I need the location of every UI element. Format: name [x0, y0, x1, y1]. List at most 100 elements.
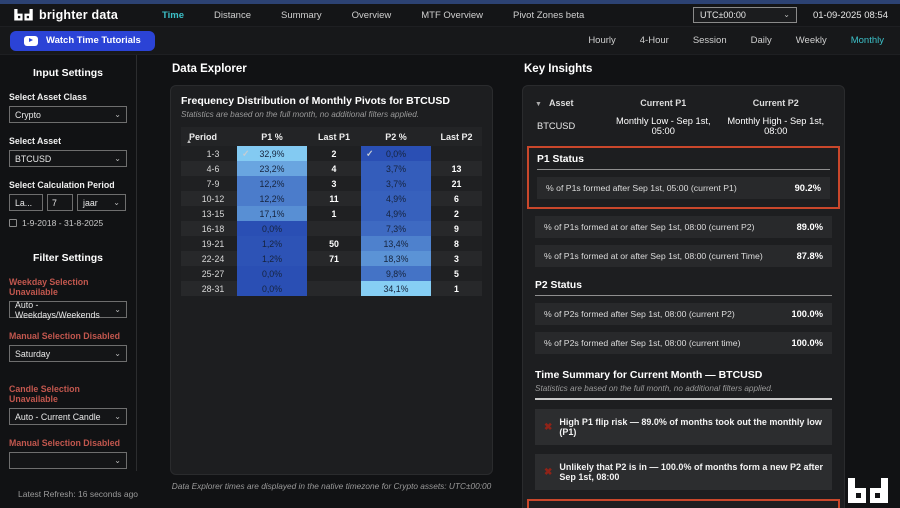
manual-candle-select[interactable]: ⌄	[9, 452, 127, 469]
period-cell: 25-27	[201, 268, 225, 279]
p1-stat-row: % of P1s formed after Sep 1st, 05:00 (cu…	[537, 177, 830, 199]
p2-status-title: P2 Status	[535, 280, 832, 296]
column-header-last-p1[interactable]: Last P1	[307, 127, 361, 146]
p2-pct-cell: 34,1%	[361, 281, 431, 296]
last-p1-cell	[307, 221, 361, 236]
calc-mode-select[interactable]: La...	[9, 194, 43, 211]
table-row[interactable]: 25-27 0,0% 9,8% 5	[181, 266, 482, 281]
last-p2-cell: 6	[454, 193, 459, 204]
watch-tutorials-button[interactable]: Watch Time Tutorials	[10, 30, 155, 51]
calendar-checkbox-icon[interactable]	[9, 219, 17, 227]
nav-item-time[interactable]: Time	[162, 9, 185, 21]
timeframe-tab-daily[interactable]: Daily	[750, 35, 772, 46]
insights-table-header: ▼ Asset Current P1 Current P2	[535, 98, 832, 108]
table-row[interactable]: 10-12 12,2% 11 4,9% 6	[181, 191, 482, 206]
app-header: brighter data Time Distance Summary Overvie…	[0, 4, 900, 27]
column-header-p1-pct[interactable]: P1 %	[237, 127, 307, 146]
last-p1-cell	[307, 266, 361, 281]
column-header-p2-pct[interactable]: P2 %	[361, 127, 431, 146]
insight-text: Unlikely that P2 is in — 100.0% of month…	[559, 462, 823, 482]
nav-item-summary[interactable]: Summary	[280, 9, 322, 21]
brand-logo[interactable]: brighter data	[14, 8, 118, 22]
timeframe-tab-monthly[interactable]: Monthly	[850, 35, 884, 46]
asset-select[interactable]: BTCUSD ⌄	[9, 150, 127, 167]
last-p1-cell: 3	[331, 178, 337, 189]
chevron-down-icon: ⌄	[783, 10, 790, 19]
asset-class-select[interactable]: Crypto ⌄	[9, 106, 127, 123]
timeframe-tab-session[interactable]: Session	[692, 35, 727, 46]
stat-value: 100.0%	[791, 309, 823, 319]
table-row[interactable]: 28-31 0,0% 34,1% 1	[181, 281, 482, 296]
table-row[interactable]: 19-21 1,2% 50 13,4% 8	[181, 236, 482, 251]
last-p2-cell: 9	[454, 223, 459, 234]
p1-pct-cell: 0,0%	[237, 281, 307, 296]
table-row[interactable]: 1-3 32,9% ✓ 2 0,0% ✓	[181, 146, 482, 161]
table-row[interactable]: 7-9 12,2% 3 3,7% 21	[181, 176, 482, 191]
p1-pct-cell: 0,0%	[237, 266, 307, 281]
calc-unit-select[interactable]: jaar ⌄	[77, 194, 126, 211]
column-header-period[interactable]: Period ▲	[181, 127, 237, 146]
nav-item-distance[interactable]: Distance	[214, 9, 251, 21]
current-p2-cell: Monthly High - Sep 1st, 08:00	[727, 116, 825, 136]
bd-logo-icon	[14, 9, 33, 21]
timeframe-tab-4-hour[interactable]: 4-Hour	[639, 35, 669, 46]
table-row[interactable]: 4-6 23,2% 4 3,7% 13	[181, 161, 482, 176]
period-cell: 4-6	[206, 163, 220, 174]
p1-pct-cell: 0,0%	[237, 221, 307, 236]
nav-item-overview[interactable]: Overview	[351, 9, 392, 21]
table-row[interactable]: 22-24 1,2% 71 18,3% 3	[181, 251, 482, 266]
calc-number-input[interactable]	[47, 194, 73, 211]
period-cell: 1-3	[206, 148, 220, 159]
chevron-down-icon: ⌄	[114, 304, 121, 314]
insight-text: High P1 flip risk — 89.0% of months took…	[559, 417, 822, 437]
last-p1-cell: 2	[331, 148, 337, 159]
timezone-select[interactable]: UTC±00:00 ⌄	[692, 7, 797, 23]
last-p1-cell: 1	[331, 208, 337, 219]
period-cell: 19-21	[201, 238, 225, 249]
last-p1-cell: 4	[331, 163, 337, 174]
table-row[interactable]: 13-15 17,1% 1 4,9% 2	[181, 206, 482, 221]
data-explorer-region: Data Explorer Frequency Distribution of …	[170, 56, 493, 491]
insights-table-row[interactable]: BTCUSD Monthly Low - Sep 1st, 05:00 Mont…	[535, 116, 832, 136]
timeframe-tab-weekly[interactable]: Weekly	[795, 35, 827, 46]
table-row[interactable]: 16-18 0,0% 7,3% 9	[181, 221, 482, 236]
last-p2-cell: 3	[454, 253, 459, 264]
weekday-selection-select[interactable]: Auto - Weekdays/Weekends ⌄	[9, 300, 127, 320]
p2-pct-cell: 9,8%	[361, 266, 431, 281]
main-nav: Time Distance Summary Overview MTF Overview P…	[162, 10, 584, 21]
last-p1-cell	[307, 281, 361, 296]
column-header-current-p1[interactable]: Current P1	[640, 98, 687, 108]
panel-title: Frequency Distribution of Monthly Pivots…	[181, 95, 450, 107]
check-icon: ✓	[242, 148, 250, 158]
timeframe-tabs: Hourly 4-Hour Session Daily Weekly Monthly	[588, 35, 884, 46]
calc-mode-value: La...	[15, 197, 33, 208]
nav-item-mtf-overview[interactable]: MTF Overview	[421, 9, 483, 21]
candle-selection-select[interactable]: Auto - Current Candle ⌄	[9, 408, 127, 425]
frequency-table: Period ▲ P1 % Last P1 P2 % Last P2 1-3 32…	[181, 127, 482, 296]
asset-cell: BTCUSD	[537, 121, 576, 131]
manual-weekday-select[interactable]: Saturday ⌄	[9, 345, 127, 362]
p1-pct-cell: 12,2%	[237, 176, 307, 191]
settings-sidebar: Input Settings Select Asset Class Crypto…	[0, 55, 137, 471]
current-datetime: 01-09-2025 08:54	[812, 9, 888, 21]
watch-tutorials-label: Watch Time Tutorials	[46, 35, 141, 46]
check-icon: ✓	[366, 148, 374, 158]
column-header-last-p2[interactable]: Last P2	[431, 127, 482, 146]
p1-status-title: P1 Status	[537, 154, 830, 170]
p1-pct-cell: 1,2%	[237, 236, 307, 251]
stat-value: 90.2%	[794, 183, 821, 193]
p1-pct-cell: 12,2%	[237, 191, 307, 206]
last-p2-cell: 1	[454, 283, 459, 294]
nav-item-pivot-zones-beta[interactable]: Pivot Zones beta	[512, 9, 585, 21]
timeframe-tab-hourly[interactable]: Hourly	[588, 35, 616, 46]
p1-stat-row: % of P1s formed at or after Sep 1st, 08:…	[535, 216, 832, 238]
last-p2-cell	[431, 146, 482, 161]
top-accent-strip	[0, 0, 900, 4]
stat-value: 89.0%	[796, 222, 823, 232]
calc-date-range: 1-9-2018 - 31-8-2025	[22, 218, 104, 228]
candle-selection-value: Auto - Current Candle	[15, 411, 101, 422]
stat-label: % of P1s formed at or after Sep 1st, 08:…	[544, 251, 763, 261]
column-header-asset[interactable]: ▼ Asset	[535, 98, 574, 108]
p2-pct-cell: 13,4%	[361, 236, 431, 251]
column-header-current-p2[interactable]: Current P2	[752, 98, 799, 108]
